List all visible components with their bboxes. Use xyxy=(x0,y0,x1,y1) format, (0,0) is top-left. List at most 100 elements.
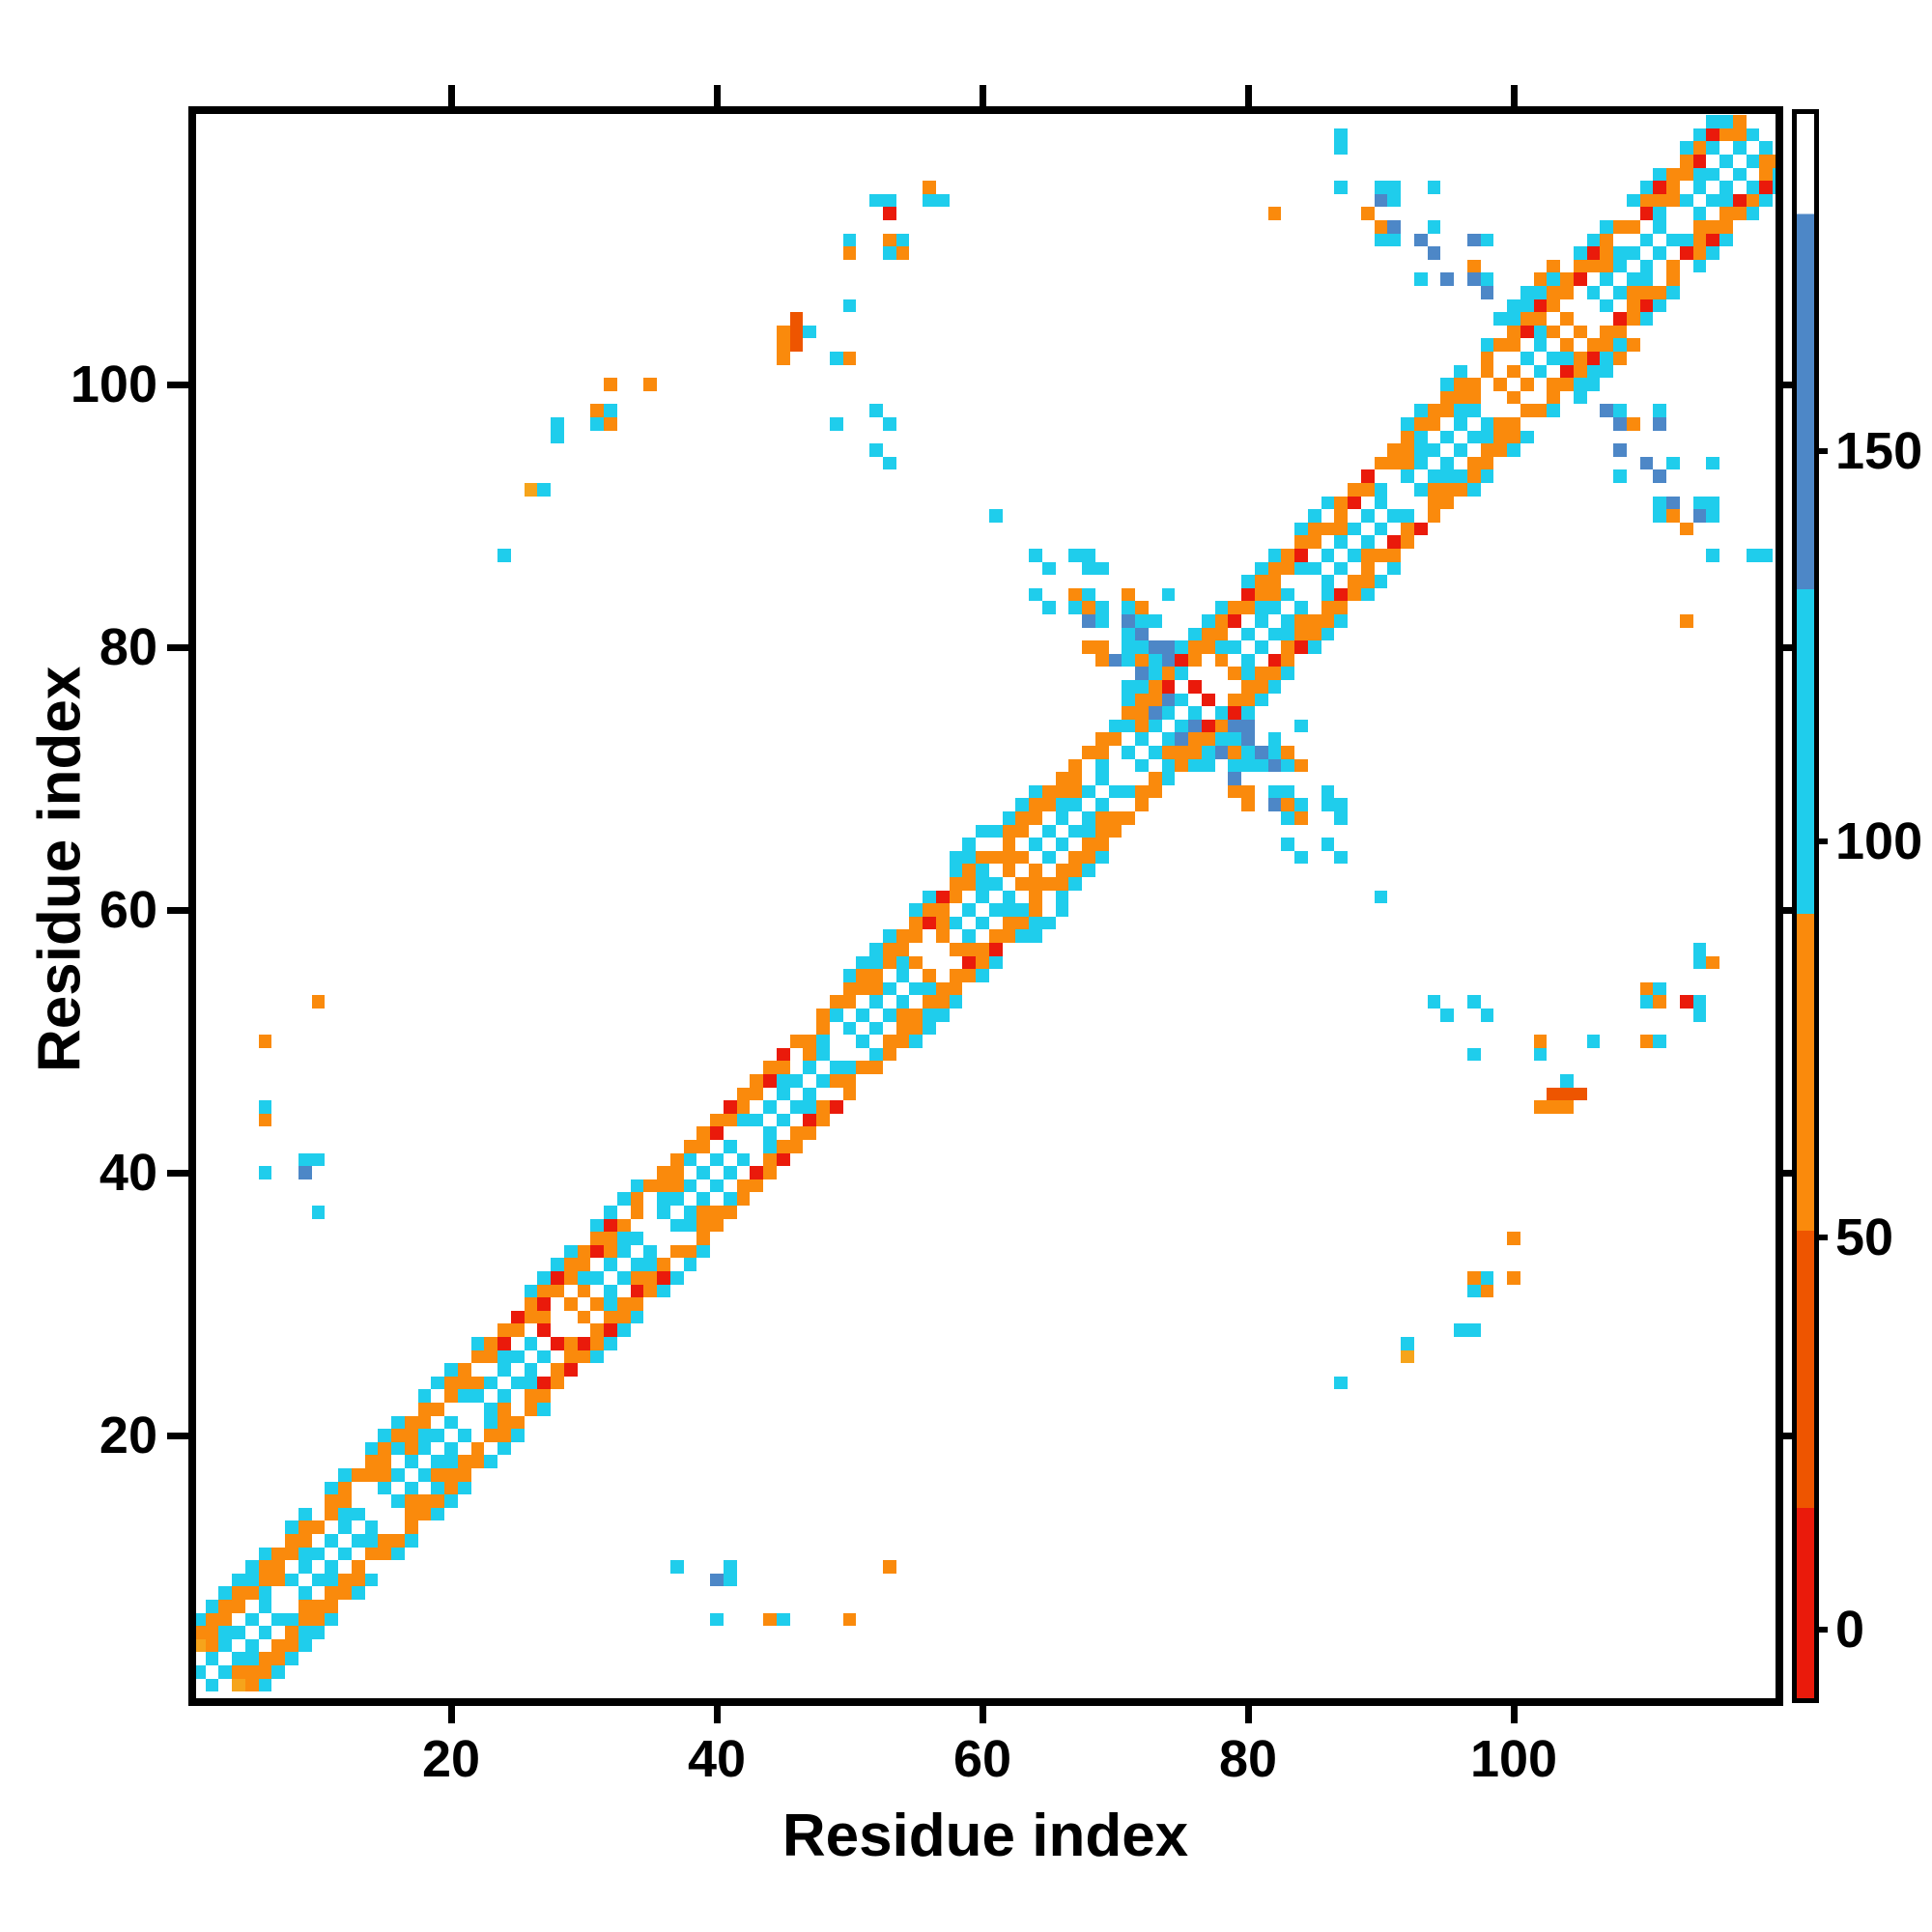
heatmap-cell xyxy=(1600,298,1614,313)
heatmap-cell xyxy=(1480,338,1494,352)
heatmap-cell xyxy=(1267,784,1282,799)
heatmap-cell xyxy=(431,1481,445,1495)
heatmap-cell xyxy=(1679,155,1693,168)
heatmap-cell xyxy=(1600,325,1614,339)
heatmap-cell xyxy=(882,981,896,996)
heatmap-cell xyxy=(524,1310,538,1324)
heatmap-cell xyxy=(1135,758,1149,773)
heatmap-cell xyxy=(457,1429,471,1442)
heatmap-cell xyxy=(404,1429,418,1442)
heatmap-cell xyxy=(1188,719,1202,733)
heatmap-cell xyxy=(657,1192,670,1206)
heatmap-cell xyxy=(604,1244,617,1259)
heatmap-cell xyxy=(1466,378,1481,391)
heatmap-cell xyxy=(1586,364,1601,379)
heatmap-cell xyxy=(1613,417,1627,431)
heatmap-cell xyxy=(404,1415,418,1430)
heatmap-cell xyxy=(1161,746,1176,759)
heatmap-cell xyxy=(696,1206,711,1219)
heatmap-cell xyxy=(1108,653,1122,668)
heatmap-cell xyxy=(1002,864,1016,877)
heatmap-cell xyxy=(1600,259,1614,273)
heatmap-cell xyxy=(882,1560,896,1574)
heatmap-cell xyxy=(816,1100,830,1114)
heatmap-cell xyxy=(1281,667,1295,680)
heatmap-cell xyxy=(895,995,910,1009)
heatmap-cell xyxy=(1573,378,1587,391)
heatmap-cell xyxy=(1094,838,1109,851)
heatmap-cell xyxy=(1082,549,1095,562)
heatmap-cell xyxy=(935,929,950,943)
heatmap-cell xyxy=(909,903,923,917)
heatmap-cell xyxy=(683,1218,697,1233)
heatmap-cell xyxy=(882,456,896,470)
heatmap-cell xyxy=(338,1586,352,1600)
heatmap-cell xyxy=(1135,693,1149,707)
heatmap-cell xyxy=(1267,601,1282,614)
heatmap-cell xyxy=(497,1337,511,1350)
heatmap-cell xyxy=(1759,155,1774,168)
heatmap-cell xyxy=(909,955,923,970)
heatmap-cell xyxy=(842,233,857,247)
heatmap-cell xyxy=(1094,850,1109,865)
heatmap-cell xyxy=(1706,128,1720,142)
heatmap-cell xyxy=(1161,732,1176,746)
heatmap-cell xyxy=(1228,746,1242,759)
heatmap-cell xyxy=(537,1310,552,1324)
heatmap-cell xyxy=(484,1376,498,1390)
heatmap-cell xyxy=(298,1166,312,1179)
heatmap-cell xyxy=(1706,167,1720,182)
heatmap-cell xyxy=(1653,167,1667,182)
heatmap-cell xyxy=(1746,181,1760,194)
heatmap-cell xyxy=(1586,259,1601,273)
heatmap-cell xyxy=(630,1232,644,1245)
heatmap-cell xyxy=(1732,167,1747,182)
heatmap-cell xyxy=(1679,995,1693,1009)
x-tick xyxy=(980,1702,986,1723)
heatmap-cell xyxy=(1387,233,1402,247)
heatmap-cell xyxy=(842,1074,857,1088)
heatmap-cell xyxy=(391,1441,405,1456)
heatmap-cell xyxy=(723,1166,737,1179)
heatmap-cell xyxy=(1706,955,1720,970)
heatmap-cell xyxy=(563,1363,578,1377)
heatmap-cell xyxy=(1307,535,1321,549)
heatmap-cell xyxy=(1560,378,1574,391)
heatmap-cell xyxy=(1201,627,1215,641)
heatmap-cell xyxy=(1214,719,1229,733)
heatmap-cell xyxy=(1135,601,1149,614)
heatmap-cell xyxy=(1241,667,1255,680)
y-tick xyxy=(167,644,188,651)
heatmap-cell xyxy=(1692,1009,1707,1022)
heatmap-cell xyxy=(457,1481,471,1495)
heatmap-cell xyxy=(710,1179,724,1193)
heatmap-cell xyxy=(338,1520,352,1534)
heatmap-cell xyxy=(1161,680,1176,694)
heatmap-cell xyxy=(816,1047,830,1062)
heatmap-cell xyxy=(1507,338,1520,352)
heatmap-cell xyxy=(1267,732,1282,746)
heatmap-cell xyxy=(258,1547,272,1561)
heatmap-cell xyxy=(1334,496,1349,510)
heatmap-cell xyxy=(1015,929,1030,943)
heatmap-cell xyxy=(976,824,989,838)
heatmap-cell xyxy=(577,1258,591,1271)
heatmap-cell xyxy=(1480,364,1494,379)
heatmap-cell xyxy=(1547,352,1561,365)
heatmap-cell xyxy=(244,1638,259,1653)
heatmap-cell xyxy=(829,417,843,431)
heatmap-cell xyxy=(1082,864,1095,877)
heatmap-cell xyxy=(244,1586,259,1600)
heatmap-cell xyxy=(1454,483,1467,497)
heatmap-cell xyxy=(1401,1350,1414,1364)
heatmap-cell xyxy=(1254,667,1268,680)
heatmap-cell xyxy=(1094,824,1109,838)
heatmap-cell xyxy=(630,1206,644,1219)
heatmap-cell xyxy=(378,1481,392,1495)
heatmap-cell xyxy=(604,1284,617,1298)
heatmap-cell xyxy=(351,1468,365,1482)
heatmap-cell xyxy=(856,1061,870,1074)
heatmap-cell xyxy=(311,1600,326,1613)
heatmap-cell xyxy=(1613,220,1627,234)
heatmap-cell xyxy=(1466,1323,1481,1337)
